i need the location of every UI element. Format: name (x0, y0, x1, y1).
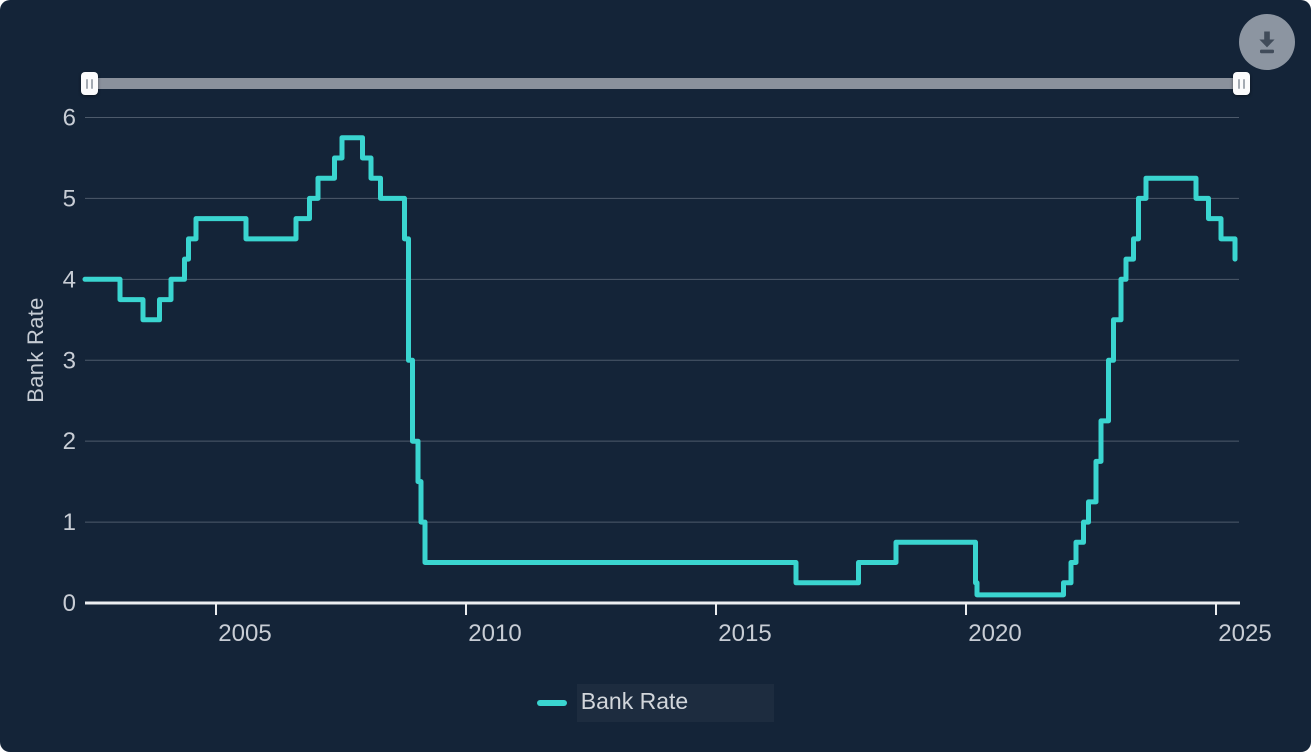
download-button[interactable] (1239, 14, 1295, 70)
grip-icon (86, 78, 93, 89)
y-tick-label: 4 (63, 266, 76, 293)
download-icon (1254, 29, 1280, 55)
y-tick-label: 1 (63, 509, 76, 536)
slider-track[interactable] (85, 78, 1243, 89)
y-tick-label: 6 (63, 105, 76, 132)
bank-rate-line[interactable] (82, 135, 1238, 598)
y-tick-label: 5 (63, 185, 76, 212)
grip-icon (1238, 78, 1245, 89)
y-tick-label: 0 (63, 590, 76, 617)
y-tick-label: 3 (63, 347, 76, 374)
slider-handle-right[interactable] (1233, 72, 1250, 95)
x-tick-label: 2020 (968, 620, 1021, 647)
x-tick-label: 2005 (218, 620, 271, 647)
y-axis-title: Bank Rate (23, 297, 48, 403)
legend-label: Bank Rate (576, 684, 775, 722)
slider-handle-left[interactable] (81, 72, 98, 95)
legend-marker (536, 700, 567, 706)
bank-rate-chart[interactable]: 0 1 2 3 4 5 6 2005 2010 2015 2020 2025 (0, 0, 1311, 660)
y-tick-label: 2 (63, 428, 76, 455)
x-tick-label: 2025 (1218, 620, 1271, 647)
x-tick-label: 2015 (718, 620, 771, 647)
x-tick-label: 2010 (468, 620, 521, 647)
legend-item-bank-rate[interactable]: Bank Rate (536, 684, 775, 722)
legend: Bank Rate (0, 684, 1311, 722)
